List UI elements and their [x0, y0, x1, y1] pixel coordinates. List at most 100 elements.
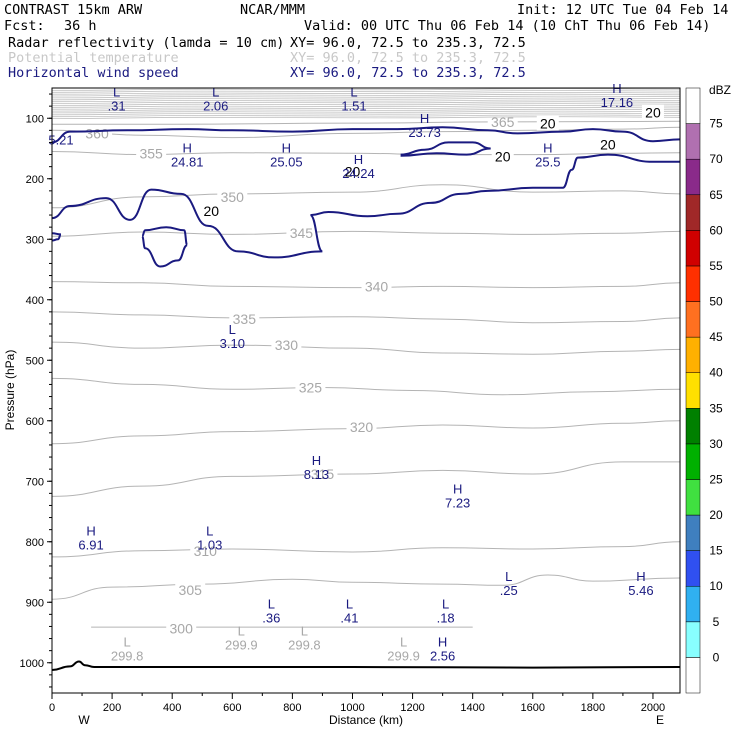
field-xy-theta: XY= 96.0, 72.5 to 235.3, 72.5	[290, 50, 526, 66]
extremum-value: .36	[262, 610, 280, 625]
stratosphere-isentrope	[51, 110, 681, 114]
colorbar-swatch	[685, 550, 701, 587]
isentrope-line	[51, 574, 681, 600]
colorbar-swatch	[685, 265, 701, 302]
colorbar-unit: dBZ	[709, 83, 731, 97]
colorbar-level-label: 35	[709, 401, 723, 415]
extremum-value: 24.24	[342, 166, 375, 181]
field-xy-reflectivity: XY= 96.0, 72.5 to 235.3, 72.5	[290, 35, 526, 51]
stratosphere-isentrope	[51, 93, 681, 97]
field-name-reflectivity: Radar reflectivity (lamda = 10 cm)	[8, 35, 284, 51]
x-tick-label: 1000	[340, 702, 364, 714]
extremum-value: 7.23	[445, 495, 470, 510]
colorbar-swatch	[685, 123, 701, 160]
extremum-value: 17.16	[601, 95, 634, 110]
extremum-marker: H	[543, 141, 552, 156]
extremum-value: 5.21	[48, 132, 73, 147]
isentrope-label-bg	[190, 542, 221, 557]
init-time: Init: 12 UTC Tue 04 Feb 14	[517, 2, 728, 18]
isentrope-label: 330	[275, 337, 299, 353]
colorbar-swatch	[685, 443, 701, 480]
colorbar-level-label: 20	[709, 508, 723, 522]
colorbar-swatch	[685, 336, 701, 373]
extremum-marker: H	[354, 152, 363, 167]
colorbar-swatch	[685, 479, 701, 516]
extremum-marker: H	[282, 141, 291, 156]
extremum-value: .31	[108, 98, 126, 113]
isentrope-line	[52, 120, 681, 125]
wind-contour-label-bg	[641, 104, 664, 120]
wind-contour-label: 20	[203, 203, 219, 219]
y-tick-label: 700	[26, 476, 44, 488]
stratosphere-isentrope	[51, 101, 681, 104]
extremum-marker: H	[438, 634, 447, 649]
extremum-value: .25	[500, 583, 518, 598]
wind-contour-label-bg	[596, 136, 619, 152]
y-tick-label: 500	[26, 355, 44, 367]
wind-20-contour	[141, 226, 189, 268]
y-tick-label: 400	[26, 295, 44, 307]
extremum-value: 299.8	[111, 648, 144, 663]
extremum-marker: L	[505, 569, 512, 584]
extremum-marker: L	[229, 322, 236, 337]
wind-20-contour	[51, 126, 681, 144]
field-name-theta: Potential temperature	[8, 50, 179, 66]
colorbar-level-label: 10	[709, 579, 723, 593]
isentrope-label-bg	[271, 337, 302, 352]
extremum-value: 3.10	[220, 336, 245, 351]
y-tick-label: 600	[26, 416, 44, 428]
extrema-labels: L.31L2.06L1.51H17.16H23.735.21H24.81H25.…	[48, 81, 653, 664]
stratosphere-isentrope	[51, 108, 681, 112]
x-tick-label: 1800	[581, 702, 605, 714]
colorbar-level-label: 45	[709, 330, 723, 344]
wind-contour-label-bg	[200, 203, 223, 219]
fcst-label: Fcst:	[4, 18, 45, 34]
wind-contour-label-bg	[491, 148, 514, 164]
colorbar-level-label: 25	[709, 472, 723, 486]
fcst-value: 36 h	[64, 18, 97, 34]
colorbar-level-label: 5	[713, 615, 720, 629]
extremum-marker: L	[442, 596, 449, 611]
extremum-marker: L	[113, 84, 120, 99]
extremum-value: 1.51	[341, 98, 366, 113]
extremum-marker: L	[206, 524, 213, 539]
isentrope-line	[51, 311, 681, 324]
terrain-line	[51, 660, 681, 671]
extremum-value: 1.03	[197, 538, 222, 553]
x-tick-label: 1600	[521, 702, 545, 714]
isentrope-label-bg	[217, 188, 248, 203]
stratosphere-isentrope	[51, 95, 681, 99]
isentrope-label: 310	[194, 543, 218, 559]
extremum-marker: L	[212, 84, 219, 99]
center-name: NCAR/MMM	[240, 2, 305, 18]
extremum-value: 5.46	[628, 583, 653, 598]
isentrope-label-bg	[346, 418, 377, 433]
isentrope-label: 355	[139, 145, 163, 161]
colorbar-level-label: 70	[709, 152, 723, 166]
colorbar-level-label: 0	[713, 650, 720, 664]
x-tick-label: 2000	[641, 702, 665, 714]
extremum-value: 2.56	[430, 648, 455, 663]
x-tick-label: 800	[283, 702, 301, 714]
wind-20-contour	[400, 141, 491, 157]
stratosphere-isentrope	[51, 105, 681, 108]
extremum-value: .41	[340, 610, 358, 625]
colorbar-level-label: 65	[709, 188, 723, 202]
y-tick-label: 100	[26, 113, 44, 125]
colorbar-swatch	[685, 87, 701, 124]
isentrope-label: 345	[290, 225, 314, 241]
x-tick-label: 600	[223, 702, 241, 714]
x-tick-label: 1200	[400, 702, 424, 714]
wind-contour-label: 20	[345, 164, 361, 180]
stratosphere-isentrope	[51, 97, 681, 101]
isentrope-label: 305	[179, 582, 203, 598]
x-tick-label: 1400	[460, 702, 484, 714]
extremum-marker: L	[124, 634, 131, 649]
plot-frame	[51, 87, 681, 694]
run-name: CONTRAST 15km ARW	[4, 2, 143, 18]
extremum-value: 6.91	[78, 538, 103, 553]
x-end-label-east: E	[656, 713, 664, 727]
x-tick-label: 0	[49, 702, 55, 714]
extremum-value: 299.9	[387, 648, 420, 663]
isentrope-label-bg	[136, 145, 167, 160]
